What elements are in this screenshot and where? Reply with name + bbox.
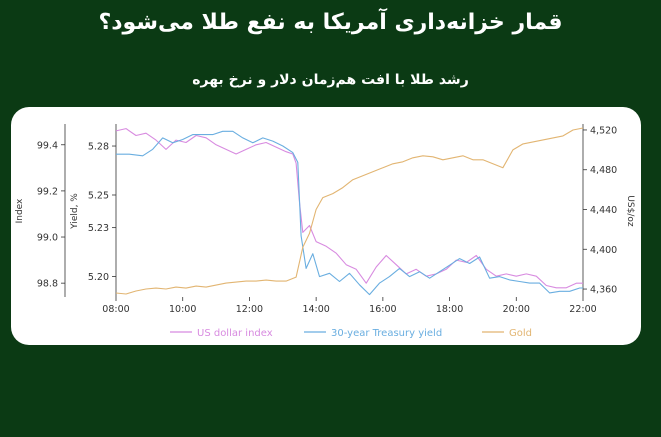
gold-axis-label: US$/oz: [625, 195, 635, 227]
index-tick-label: 99.4: [37, 140, 58, 151]
x-tick-label: 12:00: [236, 304, 263, 315]
gold-tick-label: 4,400: [590, 245, 617, 256]
x-tick-label: 22:00: [569, 304, 596, 315]
x-tick-label: 14:00: [302, 304, 329, 315]
legend-gold: Gold: [482, 328, 532, 339]
index-tick-label: 99.0: [37, 233, 58, 244]
legend-label: Gold: [509, 328, 532, 339]
gold-tick-label: 4,360: [590, 285, 617, 296]
index-axis-label: Index: [15, 198, 25, 223]
page-title: قمار خزانه‌داری آمریکا به نفع طلا می‌شود…: [98, 10, 563, 35]
yield-axis-label: Yield, %: [70, 193, 80, 230]
x-tick-label: 08:00: [102, 304, 129, 315]
page-subtitle: رشد طلا با افت هم‌زمان دلار و نرخ بهره: [192, 72, 469, 88]
legend-dollar-index: US dollar index: [170, 328, 273, 339]
index-tick-label: 99.2: [37, 186, 58, 197]
gold-line: [115, 127, 584, 295]
dollar-index-line: [115, 128, 583, 289]
yield-tick-label: 5.20: [88, 272, 109, 283]
legend-treasury-yield: 30-year Treasury yield: [304, 328, 442, 339]
treasury-yield-line: [116, 130, 583, 296]
legend-label: US dollar index: [197, 328, 273, 339]
index-tick-label: 98.8: [37, 279, 58, 290]
line-chart: 08:00 10:00 12:00 14:00 16:00 18:00 20:00 22:00…: [15, 124, 635, 339]
yield-tick-label: 5.28: [88, 142, 109, 153]
x-tick-label: 10:00: [169, 304, 196, 315]
gold-tick-label: 4,440: [590, 205, 617, 216]
yield-tick-label: 5.23: [88, 223, 109, 234]
gold-tick-label: 4,480: [590, 165, 617, 176]
legend-label: 30-year Treasury yield: [331, 328, 442, 339]
x-tick-label: 20:00: [503, 304, 530, 315]
x-tick-label: 16:00: [369, 304, 396, 315]
gold-tick-label: 4,520: [590, 125, 617, 136]
yield-tick-label: 5.25: [88, 190, 109, 201]
chart-card: 08:00 10:00 12:00 14:00 16:00 18:00 20:00 22:00…: [11, 107, 641, 345]
x-tick-label: 18:00: [436, 304, 463, 315]
